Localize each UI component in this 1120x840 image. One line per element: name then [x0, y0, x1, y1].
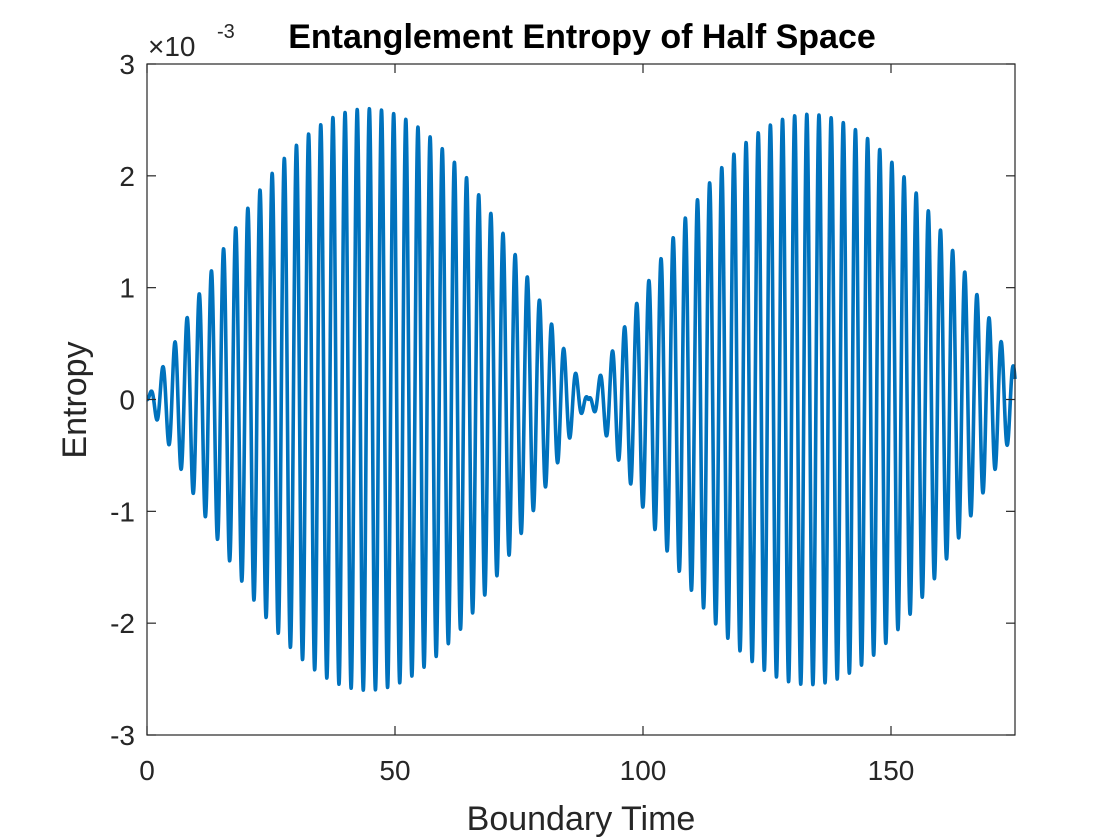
y-tick-label: 2 [119, 161, 135, 192]
y-tick-label: -2 [110, 608, 135, 639]
y-tick-label: 3 [119, 49, 135, 80]
x-tick-label: 100 [620, 755, 667, 786]
y-tick-label: -3 [110, 720, 135, 751]
chart-title: Entanglement Entropy of Half Space [288, 18, 876, 56]
x-tick-label: 50 [379, 755, 410, 786]
x-axis-label: Boundary Time [467, 800, 696, 838]
y-tick-label: 0 [119, 385, 135, 416]
series-line [145, 106, 1017, 692]
y-scale-multiplier: ×10 [148, 31, 196, 62]
y-scale-exponent: -3 [217, 21, 235, 43]
y-tick-label: -1 [110, 496, 135, 527]
y-axis-label: Entropy [56, 341, 94, 458]
y-tick-label: 1 [119, 273, 135, 304]
x-tick-label: 0 [139, 755, 155, 786]
x-tick-label: 150 [868, 755, 915, 786]
plot-area: 0 50 100 150 -3 -2 -1 0 1 2 3 [110, 49, 1017, 786]
